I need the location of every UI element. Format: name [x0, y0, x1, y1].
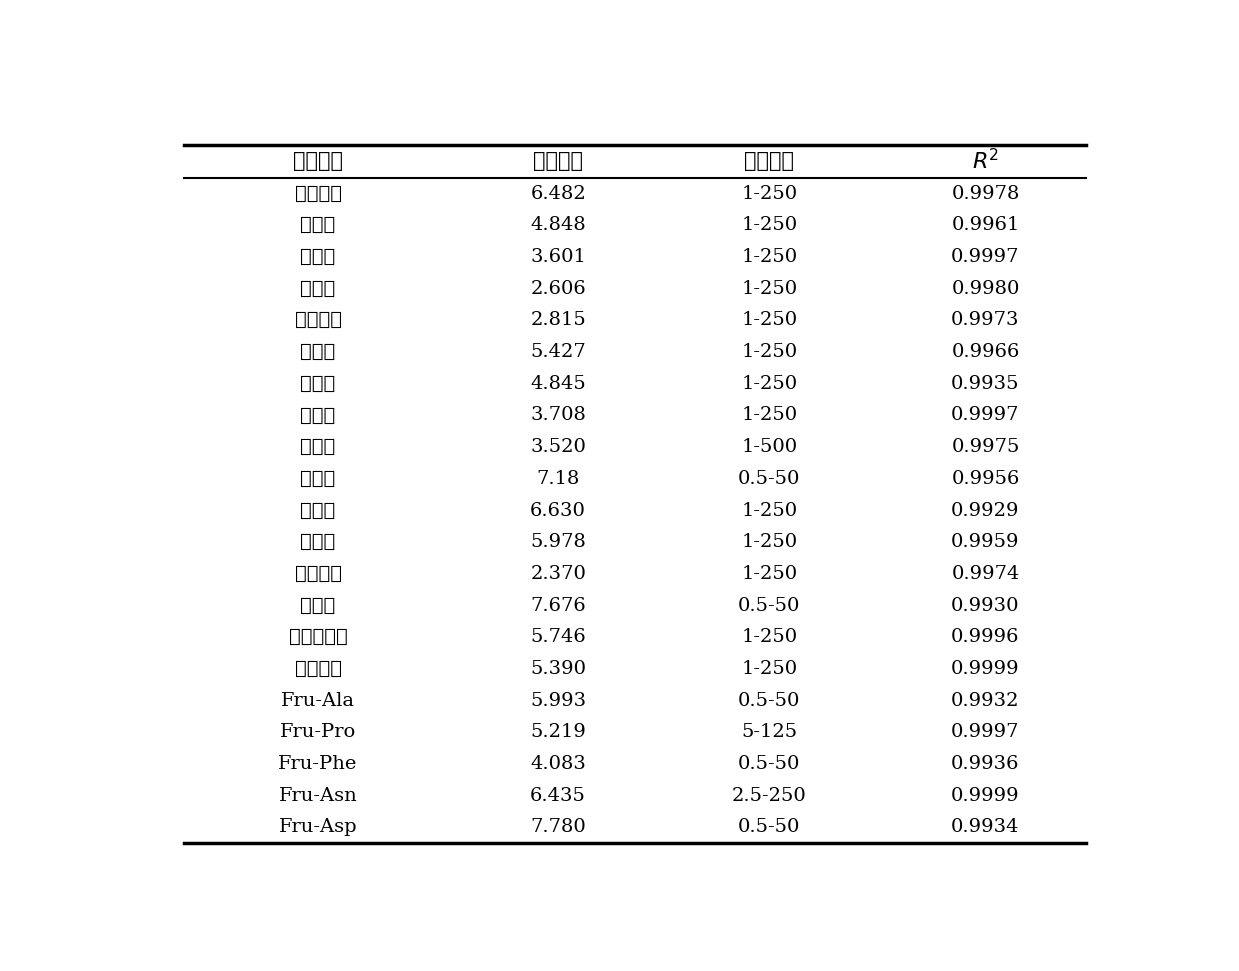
Text: 异亮氨酸: 异亮氨酸	[295, 312, 342, 329]
Text: 2.5-250: 2.5-250	[732, 787, 807, 805]
Text: 0.9929: 0.9929	[952, 502, 1020, 519]
Text: 丝氨酸: 丝氨酸	[301, 343, 336, 361]
Text: Fru-Phe: Fru-Phe	[279, 755, 358, 773]
Text: 苯丙氨酸: 苯丙氨酸	[295, 565, 342, 583]
Text: 酪氨酸: 酪氨酸	[301, 407, 336, 424]
Text: 0.5-50: 0.5-50	[738, 691, 800, 710]
Text: 5-125: 5-125	[741, 723, 798, 741]
Text: 0.9973: 0.9973	[952, 312, 1020, 329]
Text: 3.520: 3.520	[530, 438, 586, 456]
Text: 6.630: 6.630	[530, 502, 586, 519]
Text: Fru-Ala: Fru-Ala	[281, 691, 356, 710]
Text: 4.845: 4.845	[530, 375, 586, 393]
Text: 1-500: 1-500	[741, 438, 798, 456]
Text: 2.370: 2.370	[530, 565, 586, 583]
Text: 0.9999: 0.9999	[952, 787, 1020, 805]
Text: 0.9930: 0.9930	[952, 596, 1020, 615]
Text: 天门冬酰胺: 天门冬酰胺	[289, 628, 347, 647]
Text: 0.5-50: 0.5-50	[738, 596, 800, 615]
Text: 0.9936: 0.9936	[952, 755, 1020, 773]
Text: Fru-Asp: Fru-Asp	[279, 819, 357, 836]
Text: 0.9997: 0.9997	[952, 407, 1020, 424]
Text: 0.9980: 0.9980	[952, 280, 1020, 298]
Text: 亮氨酸: 亮氨酸	[301, 280, 336, 298]
Text: 5.219: 5.219	[530, 723, 586, 741]
Text: 0.9932: 0.9932	[952, 691, 1020, 710]
Text: 0.9975: 0.9975	[952, 438, 1020, 456]
Text: 1-250: 1-250	[741, 248, 798, 266]
Text: 0.5-50: 0.5-50	[738, 819, 800, 836]
Text: 1-250: 1-250	[741, 375, 798, 393]
Text: 1-250: 1-250	[741, 217, 798, 234]
Text: 谷氨酸: 谷氨酸	[301, 533, 336, 552]
Text: 谷氨酰胺: 谷氨酰胺	[295, 660, 342, 678]
Text: 丙氨酸: 丙氨酸	[301, 217, 336, 234]
Text: 缬氨酸: 缬氨酸	[301, 248, 336, 266]
Text: 7.780: 7.780	[530, 819, 586, 836]
Text: Fru-Asn: Fru-Asn	[279, 787, 358, 805]
Text: 0.9934: 0.9934	[952, 819, 1020, 836]
Text: 7.18: 7.18	[536, 470, 580, 487]
Text: 0.9978: 0.9978	[952, 184, 1020, 203]
Text: 1-250: 1-250	[741, 312, 798, 329]
Text: 0.9935: 0.9935	[952, 375, 1020, 393]
Text: 赖氨酸: 赖氨酸	[301, 596, 336, 615]
Text: 0.9997: 0.9997	[952, 723, 1020, 741]
Text: 0.9956: 0.9956	[952, 470, 1020, 487]
Text: 5.978: 5.978	[530, 533, 586, 552]
Text: 0.9999: 0.9999	[952, 660, 1020, 678]
Text: 组氨酸: 组氨酸	[301, 502, 336, 519]
Text: 1-250: 1-250	[741, 660, 798, 678]
Text: 1-250: 1-250	[741, 343, 798, 361]
Text: 6.435: 6.435	[530, 787, 586, 805]
Text: 0.9966: 0.9966	[952, 343, 1020, 361]
Text: $R^{2}$: $R^{2}$	[971, 149, 999, 174]
Text: 2.606: 2.606	[530, 280, 586, 298]
Text: 0.5-50: 0.5-50	[738, 755, 800, 773]
Text: 2.815: 2.815	[530, 312, 586, 329]
Text: 苏氨酸: 苏氨酸	[301, 375, 336, 393]
Text: 5.390: 5.390	[530, 660, 586, 678]
Text: 精氨酸: 精氨酸	[301, 470, 336, 487]
Text: 5.993: 5.993	[530, 691, 586, 710]
Text: 6.482: 6.482	[530, 184, 586, 203]
Text: 保留时间: 保留时间	[533, 151, 584, 171]
Text: Fru-Pro: Fru-Pro	[280, 723, 357, 741]
Text: 0.9974: 0.9974	[952, 565, 1020, 583]
Text: 1-250: 1-250	[741, 407, 798, 424]
Text: 5.746: 5.746	[530, 628, 586, 647]
Text: 1-250: 1-250	[741, 533, 798, 552]
Text: 5.427: 5.427	[530, 343, 586, 361]
Text: 1-250: 1-250	[741, 628, 798, 647]
Text: 7.676: 7.676	[530, 596, 586, 615]
Text: 4.848: 4.848	[530, 217, 586, 234]
Text: 脯氨酸: 脯氨酸	[301, 438, 336, 456]
Text: 1-250: 1-250	[741, 280, 798, 298]
Text: 线性范围: 线性范围	[745, 151, 794, 171]
Text: 1-250: 1-250	[741, 184, 798, 203]
Text: 0.9997: 0.9997	[952, 248, 1020, 266]
Text: 中文名称: 中文名称	[294, 151, 343, 171]
Text: 4.083: 4.083	[530, 755, 586, 773]
Text: 1-250: 1-250	[741, 565, 798, 583]
Text: 1-250: 1-250	[741, 502, 798, 519]
Text: 0.9959: 0.9959	[952, 533, 1020, 552]
Text: 天冬氨酸: 天冬氨酸	[295, 184, 342, 203]
Text: 0.9996: 0.9996	[952, 628, 1020, 647]
Text: 0.5-50: 0.5-50	[738, 470, 800, 487]
Text: 3.601: 3.601	[530, 248, 586, 266]
Text: 3.708: 3.708	[530, 407, 586, 424]
Text: 0.9961: 0.9961	[952, 217, 1020, 234]
